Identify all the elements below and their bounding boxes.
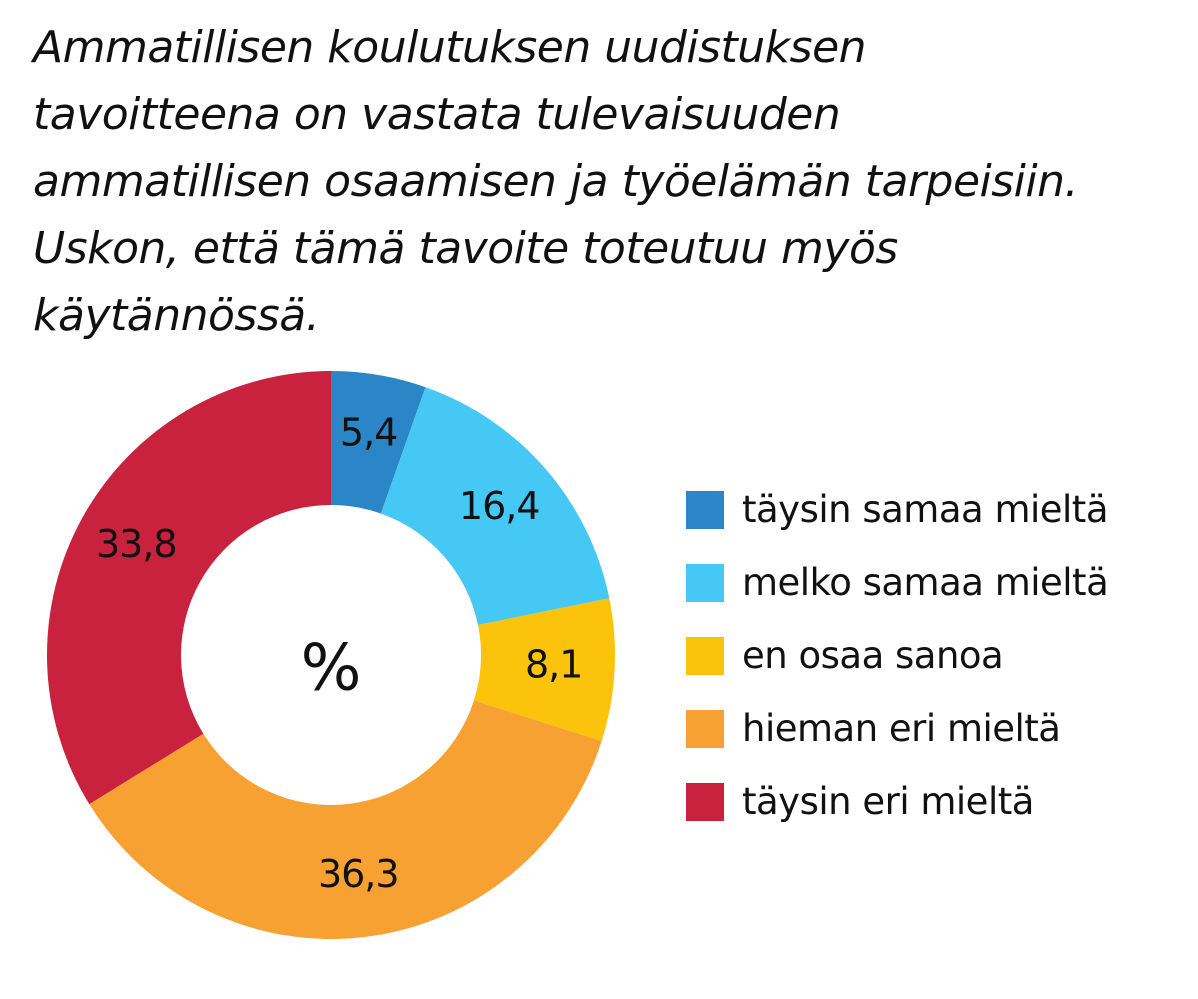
donut-slice-hieman-eri-mielta [89,700,602,939]
legend-label-hieman-eri-mielta: hieman eri mieltä [742,707,1061,750]
donut-slice-value-melko-samaa-mielta: 16,4 [459,484,540,528]
donut-slices [47,371,615,939]
chart-title-line-5: käytännössä. [33,290,320,341]
legend-swatch-en-osaa-sanoa [686,636,724,675]
donut-chart: 5,4 16,4 8,1 36,3 33,8 % [47,371,615,939]
legend-swatch-hieman-eri-mielta [686,709,724,748]
donut-center-label: % [301,632,362,706]
legend-label-melko-samaa-mielta: melko samaa mieltä [742,561,1109,604]
chart-title-line-4: Uskon, että tämä tavoite toteutuu myös [33,223,898,274]
chart-title-line-3: ammatillisen osaamisen ja työelämän tarp… [33,156,1079,207]
donut-slice-en-osaa-sanoa [473,598,615,742]
legend-item-taysin-eri-mielta: täysin eri mieltä [686,765,1108,838]
donut-slice-value-en-osaa-sanoa: 8,1 [525,642,582,686]
legend-label-taysin-samaa-mielta: täysin samaa mieltä [742,488,1109,531]
donut-slice-value-hieman-eri-mielta: 36,3 [318,852,399,896]
donut-slice-value-taysin-eri-mielta: 33,8 [96,522,177,566]
chart-legend: täysin samaa mieltä melko samaa mieltä en … [686,473,1109,838]
chart-title: Ammatillisen koulutuksen uudistuksen tav… [33,14,1183,349]
legend-item-en-osaa-sanoa: en osaa sanoa [686,619,1108,692]
legend-item-melko-samaa-mielta: melko samaa mieltä [686,546,1109,619]
chart-title-line-2: tavoitteena on vastata tulevaisuuden [33,89,841,140]
legend-item-hieman-eri-mielta: hieman eri mieltä [686,692,1108,765]
legend-swatch-taysin-eri-mielta [686,782,724,821]
legend-label-en-osaa-sanoa: en osaa sanoa [742,634,1004,677]
donut-slice-labels: 5,4 16,4 8,1 36,3 33,8 [96,411,583,896]
legend-item-taysin-samaa-mielta: täysin samaa mieltä [686,473,1109,546]
legend-label-taysin-eri-mielta: täysin eri mieltä [742,780,1034,823]
donut-slice-value-taysin-samaa-mielta: 5,4 [340,411,397,455]
donut-slice-melko-samaa-mielta [380,387,610,626]
legend-swatch-taysin-samaa-mielta [686,490,724,529]
donut-slice-taysin-eri-mielta [47,371,332,805]
donut-slice-taysin-samaa-mielta [331,371,426,514]
legend-swatch-melko-samaa-mielta [686,563,724,602]
chart-title-line-1: Ammatillisen koulutuksen uudistuksen [33,22,867,73]
